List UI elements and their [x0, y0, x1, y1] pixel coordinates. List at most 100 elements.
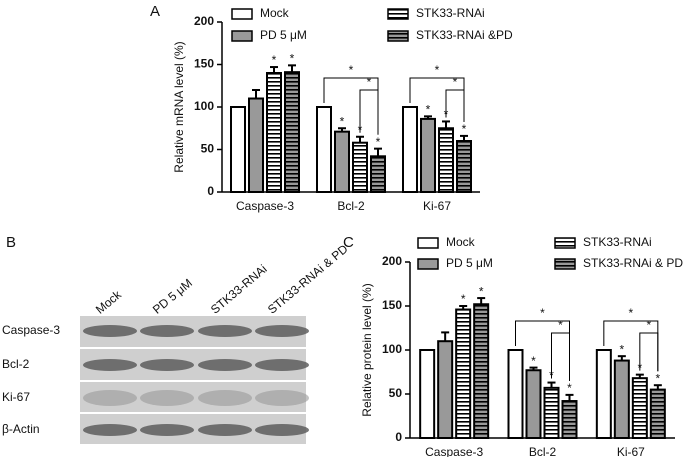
lane-label: STK33-RNAi & PD [265, 241, 351, 316]
bar [352, 141, 368, 193]
bracket-label: * [558, 318, 563, 332]
legend-swatch [231, 8, 253, 20]
bar [561, 400, 578, 440]
y-tick-label: 100 [382, 342, 402, 356]
bar [438, 127, 454, 193]
bracket-label: * [453, 75, 458, 89]
band [83, 359, 137, 371]
x-tick-label: Ki-67 [617, 445, 645, 457]
legend-swatch [231, 30, 253, 42]
x-tick-label: Caspase-3 [236, 199, 294, 213]
y-tick-label: 100 [194, 99, 214, 113]
y-tick-label: 50 [201, 142, 215, 156]
bar [402, 106, 418, 193]
bar [649, 388, 666, 440]
significance-mark: * [461, 292, 466, 306]
bar [334, 130, 350, 193]
significance-mark: * [619, 342, 624, 356]
y-tick-label: 150 [194, 57, 214, 71]
legend-label: PD 5 μM [260, 28, 307, 42]
x-tick-label: Caspase-3 [425, 445, 483, 457]
legend-label: Mock [446, 235, 476, 249]
bar [455, 308, 472, 439]
lane-label: Mock [93, 287, 125, 317]
lane-label: PD 5 μM [150, 276, 195, 317]
bar [370, 155, 386, 194]
panel-label: A [150, 3, 160, 20]
bar [437, 340, 454, 440]
bar [543, 386, 560, 439]
row-label: Bcl-2 [2, 357, 30, 371]
legend-swatch [554, 237, 576, 249]
significance-mark: * [462, 122, 467, 136]
bar [419, 349, 436, 439]
bracket-label: * [367, 75, 372, 89]
bar [473, 303, 490, 439]
bracket-label: * [646, 318, 651, 332]
significance-mark: * [426, 103, 431, 117]
band [198, 359, 252, 371]
legend-swatch [417, 237, 439, 249]
band [198, 424, 252, 436]
significance-mark: * [567, 381, 572, 395]
bar [230, 106, 246, 193]
significance-mark: * [655, 371, 660, 385]
x-tick-label: Bcl-2 [529, 445, 557, 457]
bar [595, 349, 612, 439]
y-tick-label: 50 [389, 386, 403, 400]
significance-mark: * [272, 53, 277, 67]
legend-label: STK33-RNAi & PD [583, 256, 683, 270]
bar [456, 140, 472, 193]
band [140, 390, 194, 406]
row-label: Caspase-3 [2, 323, 60, 337]
y-tick-label: 0 [207, 184, 214, 198]
y-tick-label: 150 [382, 298, 402, 312]
band [198, 325, 252, 337]
panel-label: C [343, 234, 354, 251]
legend-label: Mock [260, 6, 290, 20]
band [140, 359, 194, 371]
band [255, 359, 309, 371]
significance-bracket [551, 332, 570, 381]
panel-label: B [6, 234, 16, 251]
significance-bracket [359, 89, 379, 135]
x-tick-label: Ki-67 [423, 199, 451, 213]
bar [507, 349, 524, 439]
y-tick-label: 200 [194, 14, 214, 28]
bar [525, 369, 542, 439]
band [255, 424, 309, 436]
band [140, 325, 194, 337]
legend-label: STK33-RNAi &PD [416, 28, 513, 42]
y-axis-label: Relative mRNA level (%) [172, 41, 186, 172]
band [83, 325, 137, 337]
bar [316, 106, 332, 193]
lane-label: STK33-RNAi [208, 262, 270, 317]
bar [284, 71, 300, 193]
bracket-label: * [628, 306, 633, 320]
row-label: Ki-67 [2, 390, 30, 404]
significance-bracket [639, 332, 659, 372]
significance-mark: * [376, 135, 381, 149]
legend-label: STK33-RNAi [583, 235, 652, 249]
x-tick-label: Bcl-2 [337, 199, 365, 213]
significance-mark: * [290, 52, 295, 66]
bracket-label: * [435, 63, 440, 77]
band [255, 325, 309, 337]
significance-mark: * [340, 114, 345, 128]
band [83, 390, 137, 406]
y-tick-label: 0 [395, 430, 402, 444]
legend-swatch [554, 258, 576, 270]
bar [266, 72, 282, 193]
legend-label: STK33-RNAi [416, 6, 485, 20]
significance-mark: * [531, 354, 536, 368]
y-axis-label: Relative protein level (%) [360, 283, 374, 416]
row-label: β-Actin [2, 422, 40, 436]
band [255, 390, 309, 406]
legend-swatch [387, 30, 409, 42]
bar [631, 377, 648, 440]
legend-label: PD 5 μM [446, 256, 493, 270]
bar [420, 117, 436, 193]
y-tick-label: 200 [382, 254, 402, 268]
